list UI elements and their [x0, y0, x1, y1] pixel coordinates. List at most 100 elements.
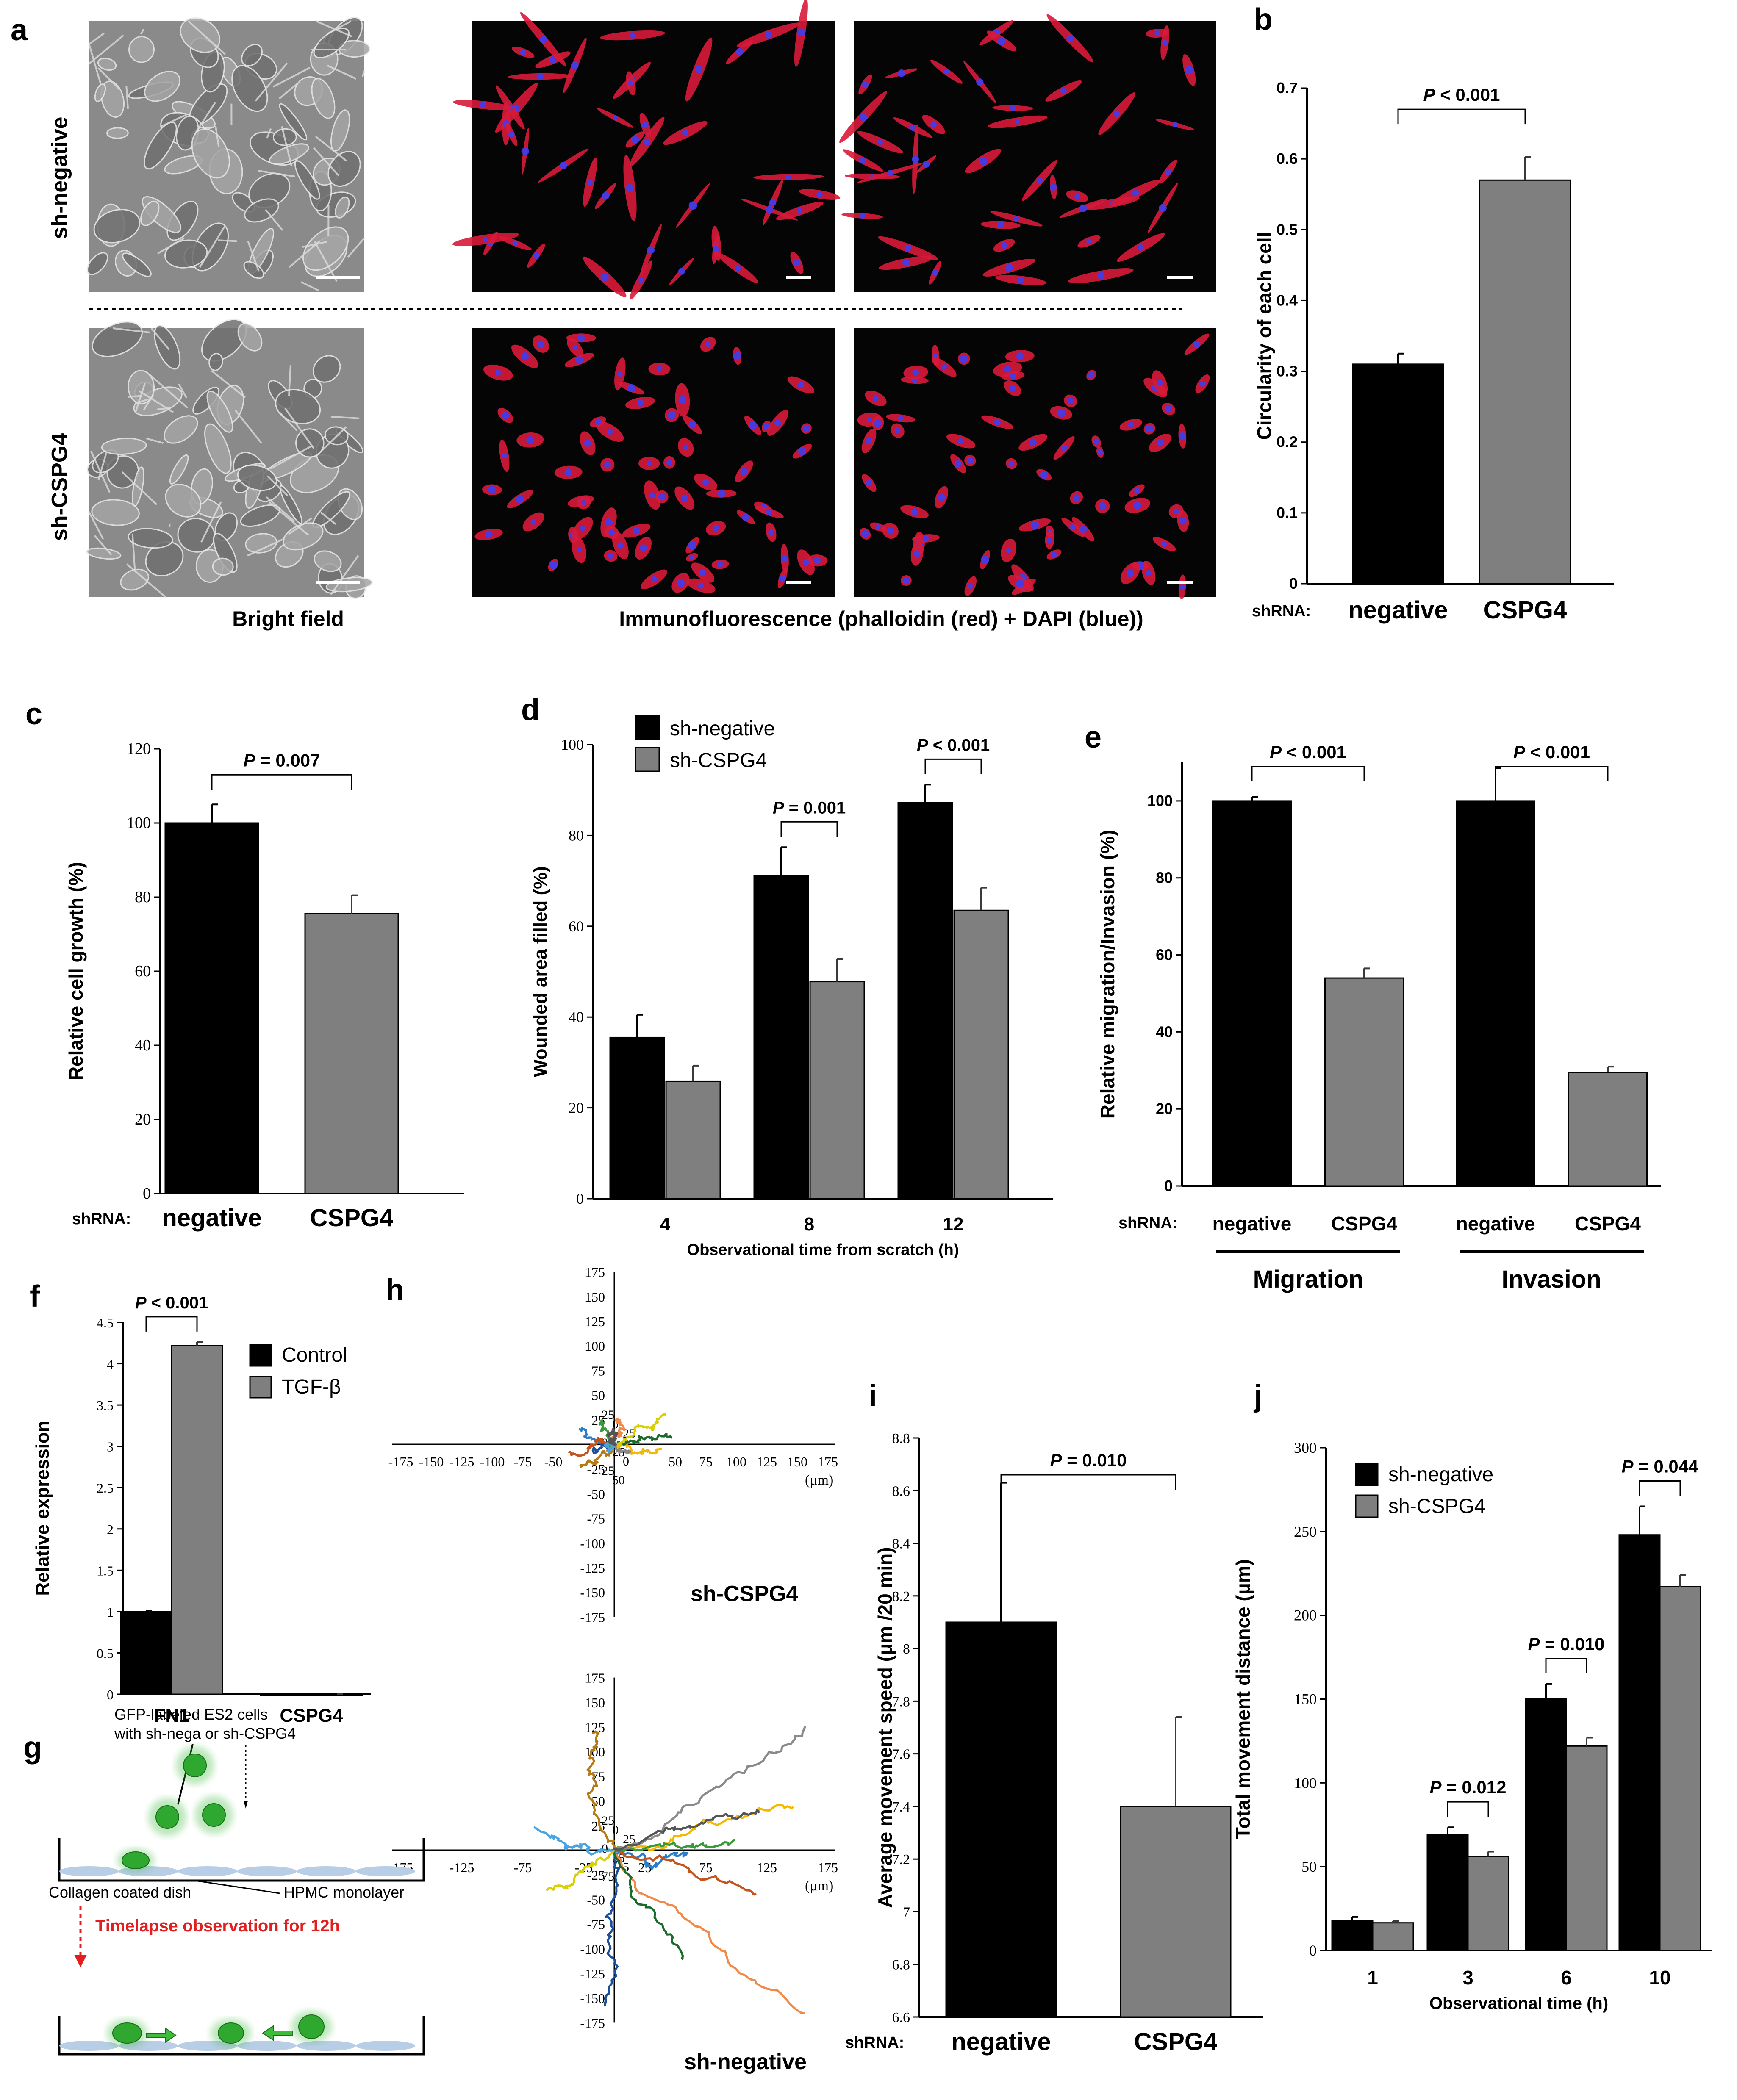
- gfp-cell: [155, 1805, 179, 1829]
- legend-swatch: [635, 715, 660, 740]
- significance-bracket: [1000, 1474, 1176, 1490]
- dapi-nucleus: [512, 240, 518, 246]
- cell-process: [247, 241, 260, 272]
- dapi-nucleus: [1179, 584, 1185, 590]
- bar: [1659, 1586, 1701, 1951]
- dapi-nucleus: [1145, 570, 1152, 576]
- hpmc-cell: [237, 1866, 297, 1876]
- dapi-nucleus: [682, 130, 689, 136]
- significance-bracket: [1495, 766, 1609, 781]
- bar: [304, 913, 399, 1194]
- dapi-nucleus: [749, 421, 757, 429]
- h-y-tick-label: -75: [587, 1511, 605, 1527]
- dapi-nucleus: [688, 201, 697, 210]
- y-tick-label: 8.2: [892, 1589, 910, 1604]
- dapi-nucleus: [774, 419, 782, 427]
- cell-trajectory: [533, 1826, 615, 1856]
- dapi-nucleus: [802, 559, 809, 565]
- dapi-nucleus: [873, 395, 879, 402]
- dapi-nucleus: [1036, 177, 1043, 184]
- cell-process: [88, 511, 104, 540]
- significance-bracket: [1639, 1480, 1681, 1496]
- cell-process: [284, 407, 315, 449]
- bar: [1618, 1534, 1661, 1951]
- y-tick-label: 0.4: [1276, 291, 1298, 309]
- cell-trajectory: [613, 1726, 807, 1851]
- dapi-nucleus: [910, 124, 916, 131]
- dapi-nucleus: [606, 428, 613, 435]
- dapi-nucleus: [564, 468, 573, 477]
- h-tick-label: 50: [612, 1473, 625, 1487]
- dapi-nucleus: [898, 416, 904, 421]
- y-tick-label: 60: [135, 962, 151, 980]
- dapi-nucleus: [587, 179, 593, 185]
- x-category-label: 4: [660, 1214, 671, 1235]
- cell-shape: [94, 83, 106, 102]
- y-tick-label: 8.4: [892, 1536, 910, 1552]
- h-y-tick-label: 50: [591, 1388, 605, 1403]
- dapi-nucleus: [501, 411, 509, 419]
- cell-shape: [212, 557, 234, 576]
- g-move-left-arrow: [262, 2025, 293, 2041]
- legend-label: TGF-β: [282, 1376, 341, 1398]
- cell-process: [97, 67, 121, 90]
- g-dish-bottom: [58, 2016, 425, 2056]
- dapi-nucleus: [1060, 88, 1067, 94]
- cell-process: [194, 102, 216, 135]
- dapi-nucleus: [912, 369, 919, 376]
- chart-d: 0 20 40 60 80 100 Wounded area filled (%) 4 8 12 O…: [530, 715, 1053, 1259]
- dapi-nucleus: [485, 530, 493, 539]
- cell-process: [235, 410, 262, 444]
- panel-letter-d: d: [521, 693, 540, 727]
- dapi-nucleus: [604, 518, 613, 526]
- significance-bracket: [211, 774, 352, 790]
- cell-shape: [327, 151, 361, 187]
- cell-trajectory: [613, 1433, 672, 1446]
- cell-process: [320, 511, 336, 525]
- dapi-nucleus: [613, 115, 618, 121]
- x-category-label: 3: [1462, 1967, 1473, 1989]
- cell-shape: [237, 323, 263, 352]
- panel-letter-j: j: [1253, 1379, 1263, 1413]
- significance-bracket: [1447, 1801, 1489, 1817]
- bar: [1467, 1856, 1509, 1951]
- dapi-nucleus: [646, 460, 652, 466]
- bar: [1426, 1834, 1469, 1951]
- p-value-label: P = 0.001: [773, 798, 846, 817]
- y-tick-label: 80: [1156, 869, 1173, 887]
- dapi-nucleus: [874, 419, 882, 427]
- cell-process: [316, 426, 347, 457]
- cell-trajectory: [612, 1413, 666, 1446]
- dapi-nucleus: [699, 569, 707, 576]
- dapi-nucleus: [1097, 272, 1105, 280]
- fluorescence-image: [854, 328, 1216, 600]
- cell-process: [330, 416, 360, 419]
- dapi-nucleus: [997, 36, 1006, 45]
- p-value-label: P = 0.044: [1622, 1456, 1699, 1476]
- dapi-nucleus: [575, 356, 583, 364]
- cell-shape: [314, 550, 342, 572]
- scale-bar: [786, 276, 811, 279]
- dapi-nucleus: [1079, 526, 1087, 533]
- cell-process: [279, 83, 298, 100]
- scale-bar: [316, 581, 360, 584]
- dapi-nucleus: [1006, 548, 1011, 553]
- dapi-nucleus: [1097, 449, 1103, 455]
- h-x-tick-label: 100: [726, 1454, 746, 1469]
- dapi-nucleus: [520, 49, 526, 55]
- cell-process: [270, 445, 312, 470]
- cell-process: [258, 170, 296, 177]
- fluorescence-image: [839, 14, 1216, 292]
- dapi-nucleus: [902, 259, 910, 267]
- significance-bracket: [1251, 766, 1365, 781]
- cell-shape: [282, 522, 324, 551]
- dapi-nucleus: [678, 268, 685, 275]
- cell-shape: [279, 103, 308, 141]
- dapi-nucleus: [766, 206, 773, 213]
- cell-process: [94, 535, 112, 556]
- y-tick-label: 1.5: [97, 1563, 114, 1578]
- dapi-nucleus: [560, 162, 567, 169]
- y-tick-label: 2: [107, 1522, 114, 1537]
- panel-letter-c: c: [25, 697, 42, 731]
- dapi-nucleus: [502, 453, 507, 459]
